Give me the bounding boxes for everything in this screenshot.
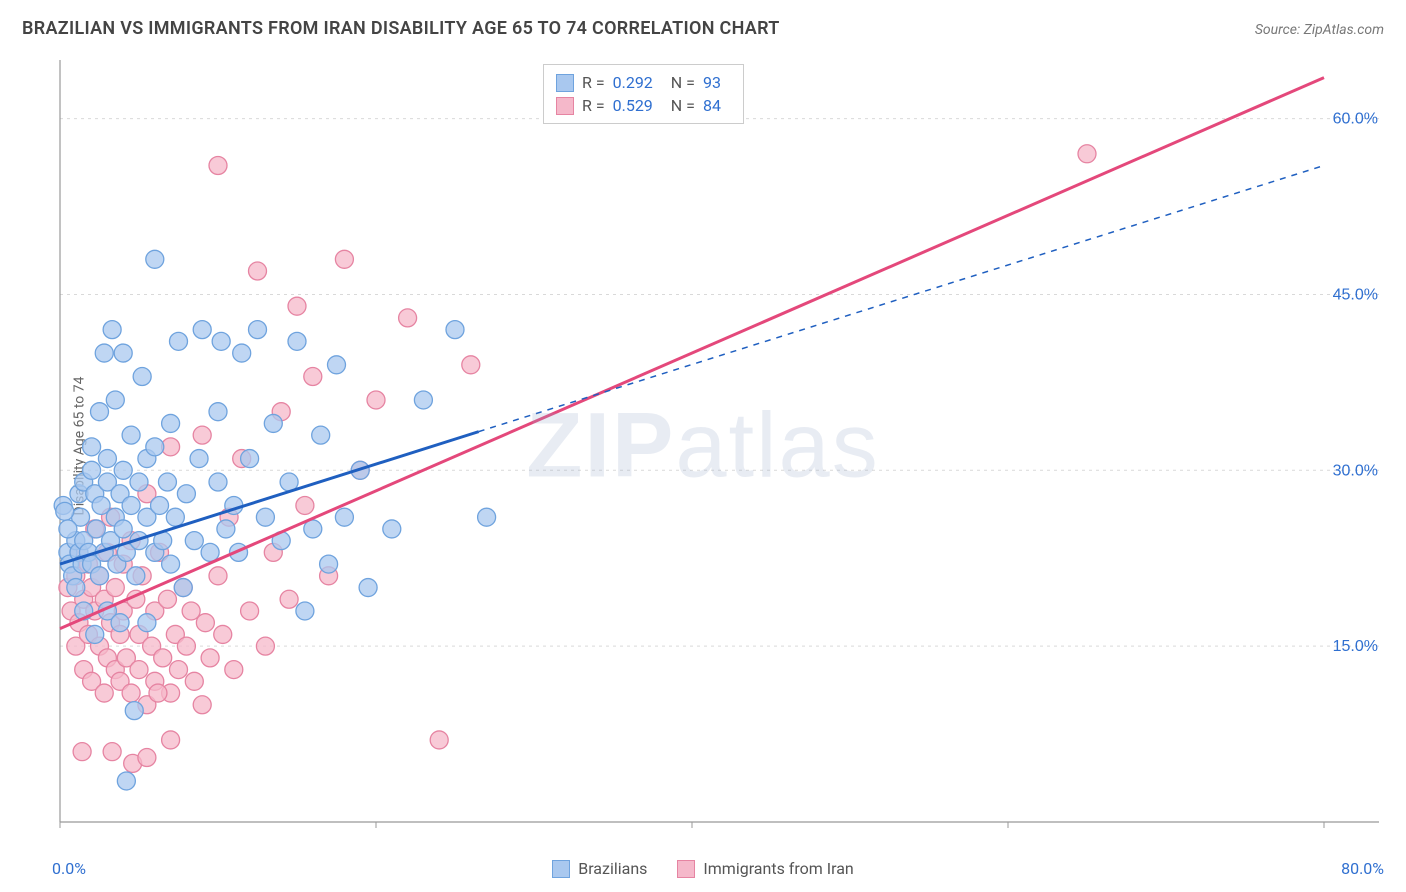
x-axis-max-label: 80.0% <box>1341 859 1384 878</box>
legend-stats-row-1: R = 0.292 N = 93 <box>556 71 731 94</box>
r-value-1: 0.292 <box>613 73 653 92</box>
r-label-1: R = <box>582 73 605 92</box>
source-name: ZipAtlas.com <box>1304 22 1384 38</box>
bottom-legend-label-2: Immigrants from Iran <box>703 859 853 878</box>
source-attribution: Source: ZipAtlas.com <box>1255 19 1384 38</box>
n-label-1: N = <box>671 73 695 92</box>
n-value-1: 93 <box>703 73 721 92</box>
legend-stats-row-2: R = 0.529 N = 84 <box>556 94 731 117</box>
bottom-legend: Brazilians Immigrants from Iran <box>0 859 1406 878</box>
legend-swatch-brazilians <box>556 74 574 92</box>
chart-area: 15.0% 30.0% 45.0% 60.0% <box>50 60 1384 842</box>
chart-title: BRAZILIAN VS IMMIGRANTS FROM IRAN DISABI… <box>22 18 780 39</box>
scatter-chart: 15.0% 30.0% 45.0% 60.0% <box>50 60 1384 842</box>
svg-text:45.0%: 45.0% <box>1333 286 1378 303</box>
svg-text:15.0%: 15.0% <box>1333 638 1378 655</box>
bottom-legend-item-2: Immigrants from Iran <box>677 859 853 878</box>
bottom-legend-label-1: Brazilians <box>578 859 647 878</box>
source-label: Source: <box>1255 22 1304 38</box>
legend-swatch-icon <box>552 860 570 878</box>
bottom-legend-item-1: Brazilians <box>552 859 647 878</box>
r-label-2: R = <box>582 96 605 115</box>
svg-text:30.0%: 30.0% <box>1333 462 1378 479</box>
x-axis-min-label: 0.0% <box>52 859 86 878</box>
legend-stats-box: R = 0.292 N = 93 R = 0.529 N = 84 <box>543 64 744 124</box>
legend-swatch-iran <box>556 97 574 115</box>
svg-text:60.0%: 60.0% <box>1333 111 1378 128</box>
n-label-2: N = <box>671 96 695 115</box>
n-value-2: 84 <box>703 96 721 115</box>
legend-swatch-icon <box>677 860 695 878</box>
r-value-2: 0.529 <box>613 96 653 115</box>
